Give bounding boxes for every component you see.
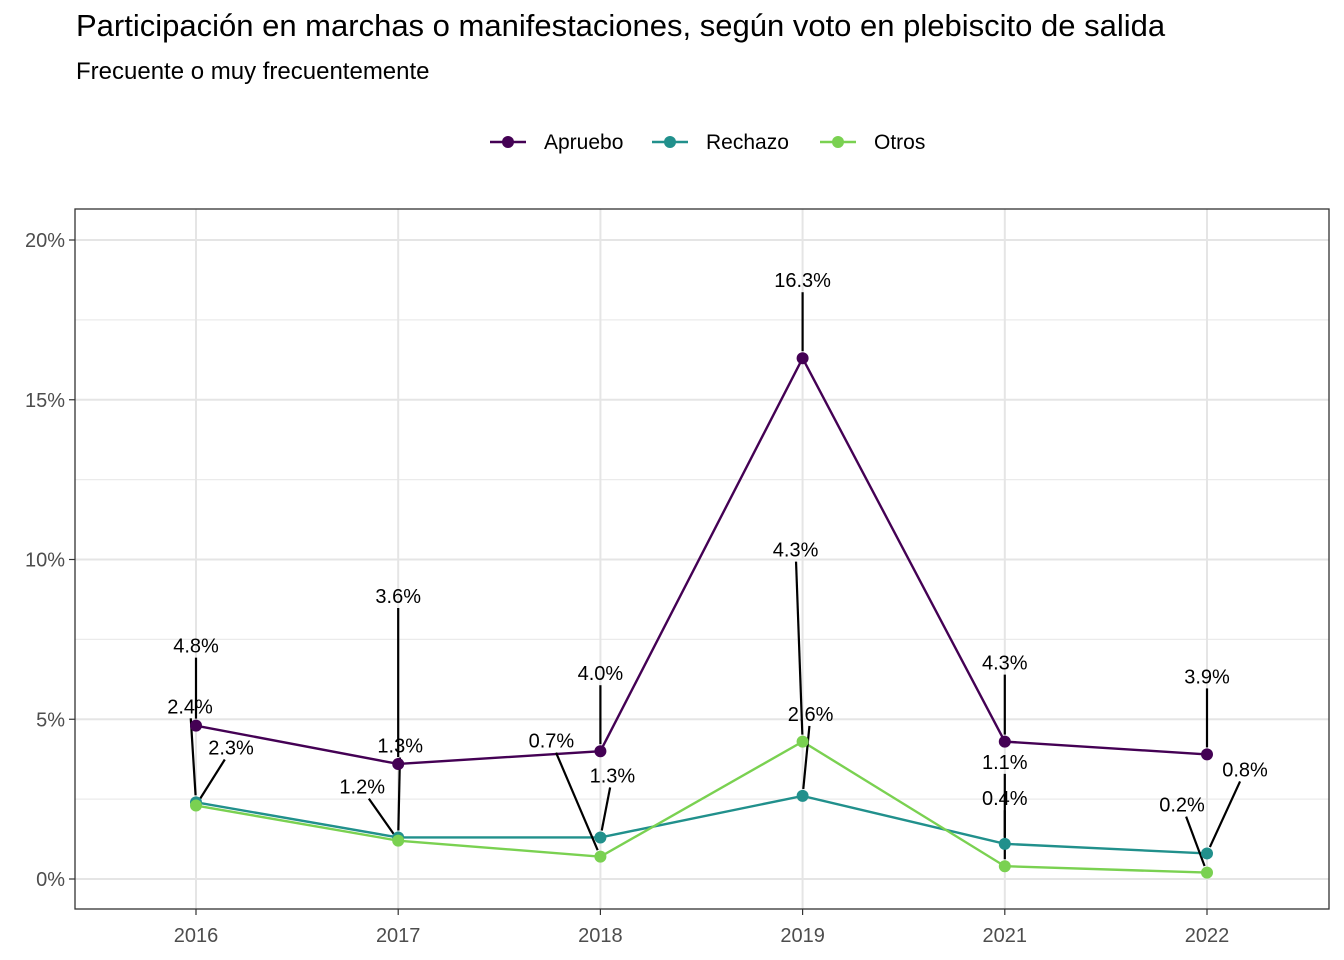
y-tick-label: 10% (25, 550, 65, 572)
point-rechazo (594, 831, 607, 844)
x-tick-label: 2022 (1185, 925, 1230, 947)
label-leader (1208, 780, 1242, 848)
x-tick-label: 2021 (983, 925, 1028, 947)
data-label-apruebo: 3.9% (1184, 666, 1230, 688)
legend-label: Apruebo (544, 131, 623, 154)
axes: 0% 5% 10% 15% 20% 2016 2017 2018 2019 2021 2022 (25, 230, 1229, 947)
data-label-rechazo: 1.3% (590, 765, 636, 787)
legend-key-point (664, 136, 676, 148)
point-apruebo (796, 352, 809, 365)
data-label-otros: 0.2% (1159, 795, 1205, 817)
point-otros (190, 799, 202, 812)
series-line-rechazo (195, 794, 1208, 855)
label-leaders (189, 292, 1242, 867)
data-label-otros: 4.3% (773, 540, 819, 562)
data-label-rechazo: 0.8% (1222, 759, 1268, 781)
chart-subtitle: Frecuente o muy frecuentemente (76, 58, 430, 85)
point-apruebo (998, 735, 1011, 748)
data-label-apruebo: 4.8% (173, 636, 219, 658)
data-label-rechazo: 1.3% (377, 735, 423, 757)
series-line-apruebo (195, 355, 1208, 766)
data-label-rechazo: 1.1% (982, 752, 1028, 774)
legend-item-apruebo: Apruebo (490, 131, 623, 154)
data-label-rechazo: 2.6% (788, 704, 834, 726)
point-otros (796, 735, 809, 748)
series-lines (195, 355, 1208, 874)
y-tick-label: 15% (25, 390, 65, 412)
label-leader (600, 787, 612, 831)
y-tick-label: 5% (36, 709, 65, 731)
data-label-otros: 0.7% (529, 731, 575, 753)
legend-item-rechazo: Rechazo (652, 131, 789, 154)
data-labels: 4.8% 3.6% 4.0% 16.3% 4.3% 3.9% 2.4% 1.3% 1.3% 2.6… (167, 270, 1268, 816)
point-rechazo (1201, 847, 1213, 860)
legend-label: Otros (874, 131, 925, 154)
data-label-apruebo: 3.6% (375, 586, 421, 608)
data-label-otros: 0.4% (982, 788, 1028, 810)
point-apruebo (392, 757, 405, 770)
label-leader (367, 798, 396, 836)
legend-key-point (502, 136, 514, 148)
data-label-otros: 1.2% (339, 777, 385, 799)
plot-panel-border (74, 208, 1330, 910)
series-line-otros (195, 740, 1208, 874)
point-otros (392, 834, 405, 847)
point-otros (594, 850, 607, 863)
point-rechazo (796, 789, 809, 802)
legend-label: Rechazo (706, 131, 789, 154)
point-otros (998, 860, 1011, 873)
legend-item-otros: Otros (820, 131, 925, 154)
grid (75, 209, 1329, 909)
y-tick-label: 20% (25, 230, 65, 252)
point-apruebo (594, 745, 607, 758)
label-leader (802, 725, 811, 790)
label-leader (794, 561, 804, 735)
data-label-otros: 2.3% (208, 738, 254, 760)
point-otros (1201, 866, 1213, 879)
y-tick-label: 0% (36, 869, 65, 891)
x-tick-label: 2018 (578, 925, 623, 947)
label-leader (1185, 816, 1206, 867)
label-leader (189, 718, 197, 796)
chart-title: Participación en marchas o manifestacion… (76, 8, 1166, 43)
x-tick-label: 2017 (376, 925, 421, 947)
data-label-apruebo: 4.3% (982, 653, 1028, 675)
x-tick-label: 2019 (780, 925, 825, 947)
point-apruebo (190, 719, 202, 732)
x-tick-label: 2016 (174, 925, 219, 947)
data-label-apruebo: 4.0% (578, 663, 624, 685)
point-apruebo (1201, 748, 1213, 761)
data-label-rechazo: 2.4% (167, 696, 213, 718)
label-leader (555, 752, 599, 851)
point-rechazo (998, 837, 1011, 850)
label-leader (198, 758, 226, 801)
legend: Apruebo Rechazo Otros (490, 131, 925, 154)
legend-key-point (832, 136, 844, 148)
data-label-apruebo: 16.3% (774, 270, 831, 292)
series-points (190, 352, 1213, 879)
